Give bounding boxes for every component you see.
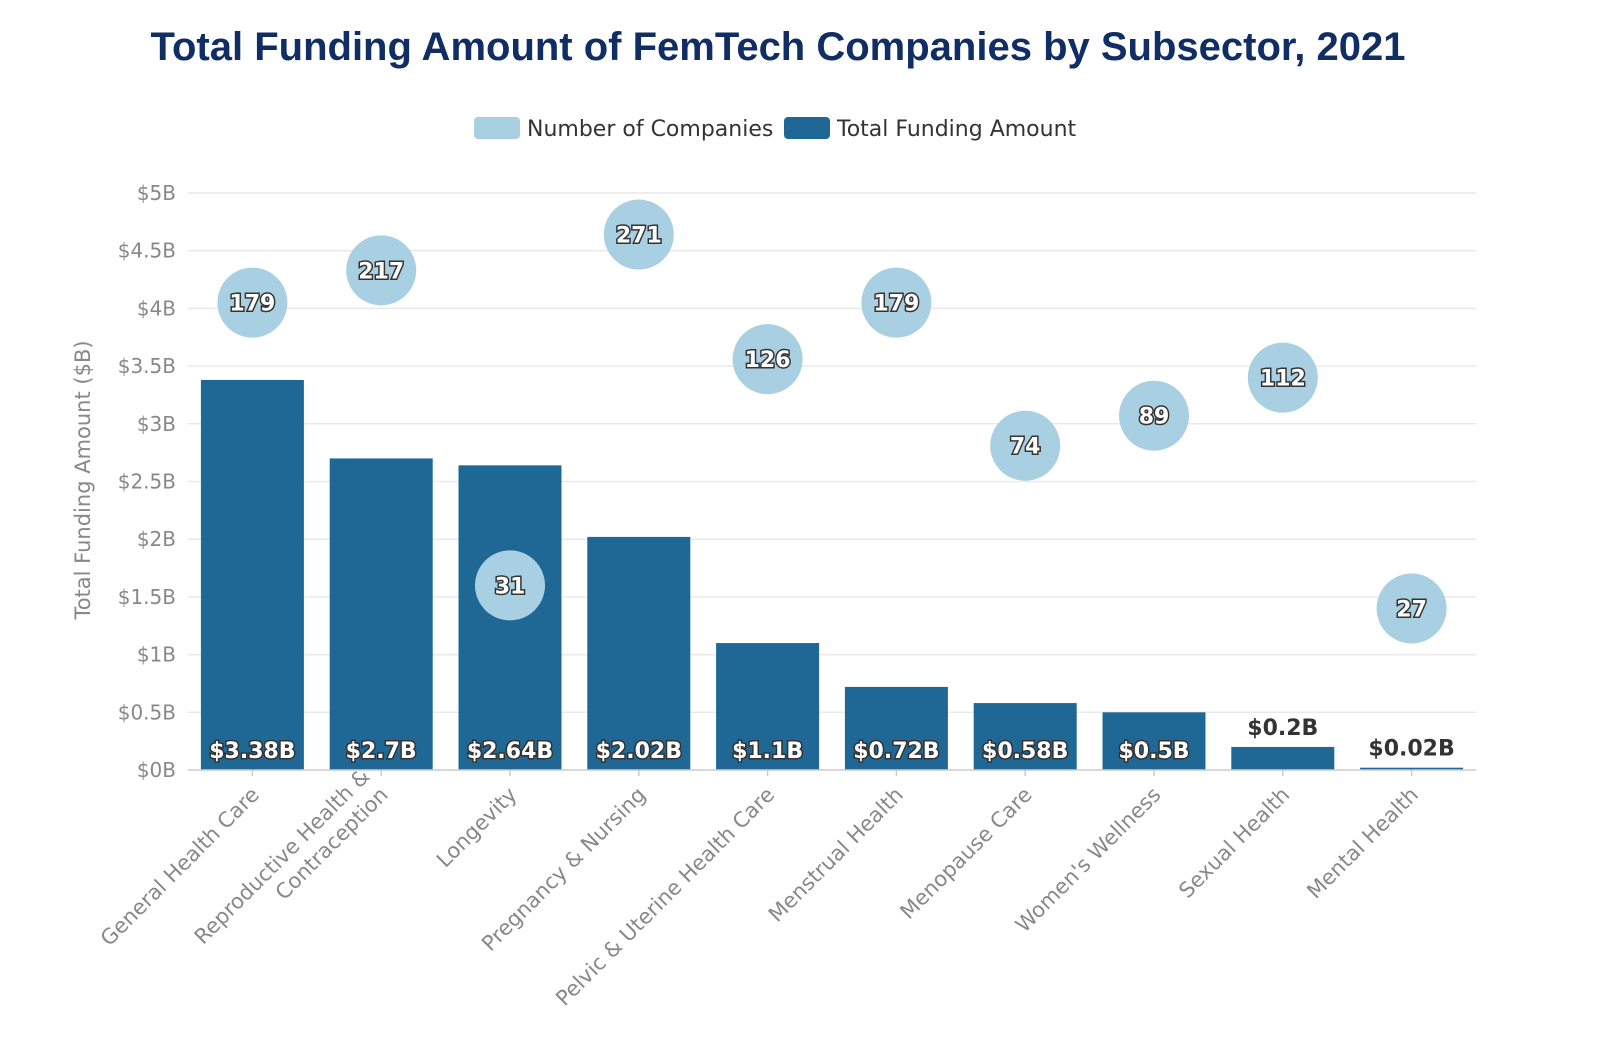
- y-tick-label: $0B: [137, 758, 176, 782]
- company-count-bubble: [732, 324, 803, 395]
- legend-swatch: [474, 117, 520, 139]
- company-count-label: 74: [1010, 435, 1041, 460]
- bar-value-label: $2.02B: [596, 739, 682, 764]
- company-count-label: 31: [495, 574, 526, 599]
- company-count-label: 271: [616, 224, 662, 249]
- company-count-bubble: [603, 199, 674, 270]
- y-tick-label: $1.5B: [118, 585, 176, 609]
- bar: [329, 458, 433, 770]
- y-tick-label: $4.5B: [118, 239, 176, 263]
- chart-title: Total Funding Amount of FemTech Companie…: [151, 25, 1406, 69]
- x-category-label: Pelvic & Uterine Health Care: [551, 783, 779, 1011]
- y-axis-ticks: $0B $0.5B $1B $1.5B $2B $2.5B $3B $3.5B $4B $4.5B…: [118, 181, 176, 782]
- bar-series: $3.38B $2.7B $2.64B $2.02B $1.1B $0.72B $0.58B…: [200, 379, 1464, 770]
- bar-value-label: $0.58B: [982, 739, 1068, 764]
- bar: [200, 379, 304, 770]
- x-category-label: Women's Wellness: [1011, 783, 1166, 938]
- y-tick-label: $5B: [137, 181, 176, 205]
- company-count-label: 179: [873, 292, 919, 317]
- bar: [1102, 712, 1206, 770]
- x-category-label: Longevity: [432, 783, 522, 873]
- company-count-label: 179: [229, 292, 275, 317]
- company-count-bubble: [990, 410, 1061, 481]
- company-count-label: 217: [358, 259, 404, 284]
- bar: [587, 536, 691, 770]
- company-count-bubble: [1376, 573, 1447, 644]
- legend: Number of Companies Total Funding Amount: [474, 117, 1077, 142]
- x-category-label-line: Menstrual Health: [764, 783, 908, 927]
- x-category-label: Reproductive Health &Contraception: [190, 764, 393, 967]
- bar-value-label: $2.7B: [346, 739, 417, 764]
- company-count-bubble: [346, 235, 417, 306]
- company-count-label: 27: [1396, 597, 1427, 622]
- bubble-series: 179 217 31 271 126 179 74 89 112 27: [217, 199, 1447, 644]
- bar-value-label: $2.64B: [467, 739, 553, 764]
- company-count-bubble: [1247, 342, 1318, 413]
- bar-value-label: $3.38B: [209, 739, 295, 764]
- x-category-label: Mental Health: [1302, 783, 1423, 904]
- y-tick-label: $3.5B: [118, 354, 176, 378]
- y-tick-label: $2.5B: [118, 470, 176, 494]
- x-category-label-line: Pelvic & Uterine Health Care: [551, 783, 779, 1011]
- y-tick-label: $2B: [137, 527, 176, 551]
- company-count-bubble: [475, 550, 545, 621]
- bar-value-label: $0.2B: [1247, 716, 1318, 741]
- bar: [1231, 746, 1335, 770]
- bar-value-label: $0.72B: [853, 739, 939, 764]
- y-tick-label: $1B: [137, 643, 176, 667]
- x-category-label: Menstrual Health: [764, 783, 908, 927]
- x-category-label-line: Mental Health: [1302, 783, 1423, 904]
- company-count-bubble: [217, 267, 288, 338]
- company-count-bubble: [1119, 380, 1189, 451]
- bar-value-label: $0.02B: [1368, 737, 1454, 762]
- x-category-label: Sexual Health: [1174, 783, 1294, 903]
- x-category-label-line: Menopause Care: [895, 783, 1036, 924]
- y-tick-label: $4B: [137, 296, 176, 320]
- company-count-label: 89: [1139, 405, 1170, 430]
- y-tick-label: $0.5B: [118, 700, 176, 724]
- x-category-label-line: Reproductive Health &: [190, 764, 375, 949]
- bar: [716, 643, 820, 770]
- bar: [844, 686, 948, 770]
- x-category-label-line: Longevity: [432, 783, 522, 873]
- legend-label: Total Funding Amount: [836, 117, 1077, 142]
- bar-value-label: $0.5B: [1118, 739, 1189, 764]
- legend-swatch: [784, 117, 830, 139]
- x-category-label-line: General Health Care: [96, 783, 264, 951]
- bar: [1360, 767, 1464, 770]
- x-category-label: General Health Care: [96, 783, 264, 951]
- y-tick-label: $3B: [137, 412, 176, 436]
- company-count-label: 126: [745, 348, 791, 373]
- x-category-label-line: Sexual Health: [1174, 783, 1294, 903]
- x-category-label: Menopause Care: [895, 783, 1036, 924]
- x-category-label-line: Women's Wellness: [1011, 783, 1166, 938]
- company-count-label: 112: [1260, 367, 1306, 392]
- legend-label: Number of Companies: [527, 117, 773, 142]
- company-count-bubble: [861, 267, 932, 338]
- bar: [973, 703, 1077, 770]
- y-axis-title: Total Funding Amount ($B): [71, 340, 95, 620]
- bar-value-label: $1.1B: [732, 739, 803, 764]
